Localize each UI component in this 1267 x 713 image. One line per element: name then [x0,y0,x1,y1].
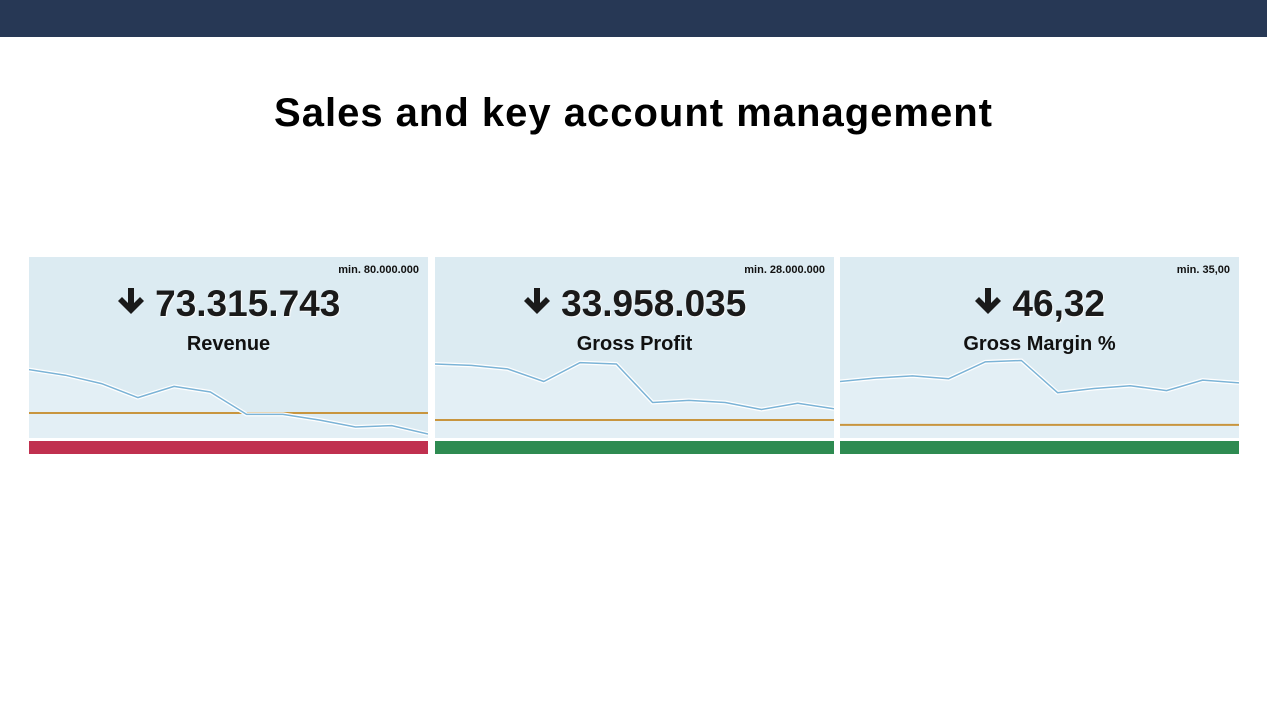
kpi-value-row: 33.958.035 [435,283,834,325]
status-bar [435,441,834,454]
kpi-value-row: 46,32 [840,283,1239,325]
status-bar [29,441,428,454]
sparkline-line [29,368,428,435]
kpi-label: Gross Margin % [963,333,1116,355]
kpi-label: Revenue [186,333,271,355]
status-bar [840,441,1239,454]
min-threshold-label: min. 80.000.000 [338,264,419,276]
kpi-value: 33.958.035 [561,283,747,324]
page-title: Sales and key account management [274,91,993,135]
kpi-card-body: min. 80.000.000 73.315.743 Revenue [29,257,428,438]
kpi-card-gross-profit[interactable]: min. 28.000.000 33.958.035 Gross Profit [435,257,834,454]
arrow-down-icon [974,288,1001,314]
sparkline-line [435,361,834,411]
kpi-card-gross-margin[interactable]: min. 35,00 46,32 Gross Margin % [840,257,1239,454]
top-header-bar [0,0,1267,37]
kpi-value: 46,32 [1012,283,1106,324]
kpi-card-body: min. 35,00 46,32 Gross Margin % [840,257,1239,438]
sparkline-area [435,362,834,438]
kpi-card-revenue[interactable]: min. 80.000.000 73.315.743 Revenue [29,257,428,454]
sparkline-chart [435,360,834,438]
sparkline-area [840,360,1239,438]
min-threshold-label: min. 28.000.000 [744,264,825,276]
sparkline-chart [29,367,428,438]
kpi-card-body: min. 28.000.000 33.958.035 Gross Profit [435,257,834,438]
arrow-down-icon [523,288,550,314]
arrow-down-icon [117,288,144,314]
sparkline-chart [840,358,1239,438]
kpi-label: Gross Profit [576,333,693,355]
kpi-value-row: 73.315.743 [29,283,428,325]
sparkline-line [840,359,1239,394]
kpi-value: 73.315.743 [155,283,341,324]
min-threshold-label: min. 35,00 [1176,264,1230,276]
